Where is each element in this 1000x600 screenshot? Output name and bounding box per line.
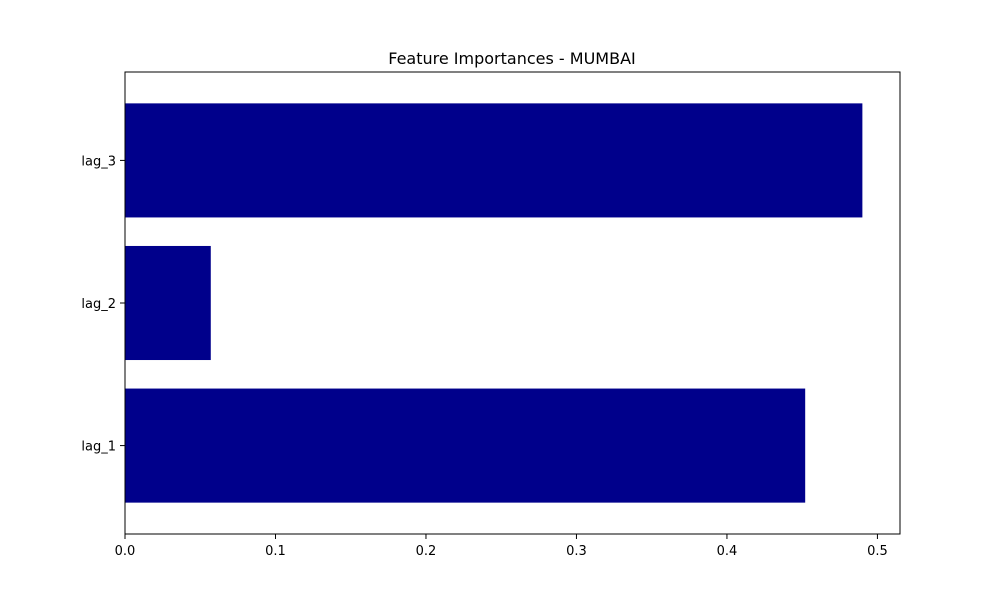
y-tick-label: lag_2	[81, 297, 116, 312]
bar-lag-3	[125, 103, 863, 218]
chart-title: Feature Importances - MUMBAI	[388, 49, 635, 68]
x-tick-label: 0.5	[867, 544, 888, 559]
bar-lag-2	[125, 245, 211, 361]
x-axis-ticks: 0.0 0.1 0.2 0.3 0.4 0.5	[115, 534, 888, 559]
x-tick-label: 0.4	[717, 544, 738, 559]
x-tick-label: 0.0	[115, 544, 136, 559]
y-tick-label: lag_3	[81, 154, 116, 169]
bar-lag-1	[125, 388, 806, 503]
x-tick-label: 0.1	[265, 544, 286, 559]
plot-frame	[124, 71, 901, 535]
x-tick-label: 0.2	[416, 544, 437, 559]
y-tick-label: lag_1	[81, 440, 116, 455]
x-tick-label: 0.3	[566, 544, 587, 559]
y-axis-ticks: lag_1 lag_2 lag_3	[81, 154, 125, 455]
bars-layer	[125, 103, 863, 503]
